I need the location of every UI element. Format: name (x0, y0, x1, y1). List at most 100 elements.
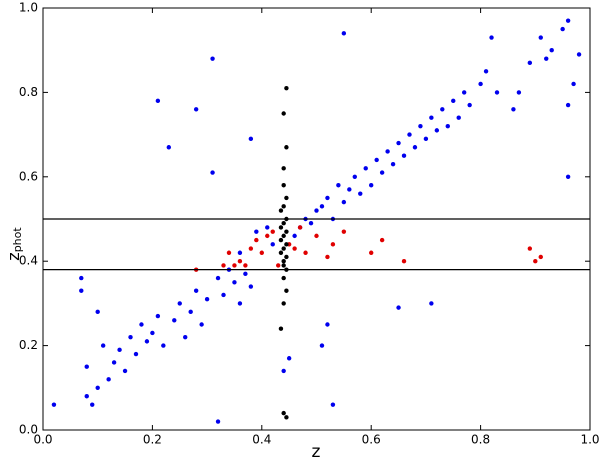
point (150, 330, 155, 336)
point (281, 233, 286, 239)
point (122, 368, 128, 374)
point (281, 246, 286, 251)
point (489, 35, 494, 40)
point (284, 85, 289, 91)
point (237, 301, 243, 306)
point (341, 31, 347, 36)
point (511, 107, 516, 112)
point (259, 250, 264, 255)
point (281, 111, 286, 116)
point (278, 237, 284, 243)
point (565, 102, 571, 108)
point (352, 174, 357, 179)
point (95, 385, 100, 390)
point (286, 356, 292, 361)
point (281, 301, 286, 306)
point (254, 229, 259, 234)
point (172, 318, 177, 323)
point (374, 157, 379, 163)
point (248, 246, 254, 251)
point (423, 136, 429, 142)
point (84, 364, 89, 369)
point (319, 204, 325, 209)
point (325, 254, 330, 260)
point (347, 187, 352, 192)
point (461, 90, 467, 95)
point (401, 153, 407, 158)
point (330, 242, 336, 247)
point (183, 334, 188, 340)
point (308, 221, 314, 226)
x-axis-label: z (312, 442, 321, 462)
point (483, 69, 489, 74)
point (314, 233, 319, 239)
point (379, 237, 385, 243)
point (284, 145, 289, 150)
point (363, 166, 368, 171)
y-axis-label-sub: phot (11, 227, 24, 253)
point (284, 229, 289, 234)
x-tick-label: 0.4 (252, 433, 271, 447)
y-tick-label: 0.2 (19, 338, 38, 352)
point (265, 233, 270, 239)
point (117, 347, 122, 353)
point (278, 208, 284, 213)
point (336, 183, 341, 188)
point (204, 296, 210, 302)
point (281, 204, 286, 209)
point (538, 35, 543, 40)
point (527, 246, 533, 251)
point (193, 288, 199, 293)
point (237, 250, 243, 255)
point (576, 52, 582, 57)
point (292, 246, 297, 251)
point (325, 195, 330, 201)
point (341, 229, 347, 234)
point (166, 145, 172, 150)
y-axis-label-base: z (4, 252, 23, 260)
point (215, 275, 221, 281)
point (193, 107, 199, 112)
point (232, 280, 237, 285)
y-tick-label: 0.4 (19, 254, 38, 268)
point (111, 360, 117, 365)
x-tick-label: 0.0 (33, 433, 52, 447)
point (278, 250, 284, 255)
point (319, 343, 325, 348)
point (281, 263, 286, 268)
point (51, 402, 57, 407)
point (445, 123, 450, 129)
point (284, 288, 289, 293)
point (456, 115, 461, 120)
point (281, 259, 286, 264)
point (284, 195, 289, 201)
point (451, 98, 456, 104)
point (265, 225, 270, 230)
y-tick-label: 1.0 (19, 1, 38, 15)
point (281, 410, 286, 416)
point (544, 56, 549, 61)
point (106, 377, 111, 382)
point (434, 128, 440, 133)
point (281, 368, 286, 374)
point (270, 229, 275, 234)
point (314, 208, 319, 213)
y-tick-label: 0.0 (19, 423, 38, 437)
point (139, 322, 144, 327)
point (284, 415, 289, 420)
x-tick-label: 0.8 (471, 433, 490, 447)
point (177, 301, 182, 306)
point (303, 250, 308, 255)
point (128, 334, 133, 340)
y-tick-label: 0.8 (19, 85, 38, 99)
point (560, 26, 565, 32)
point (144, 339, 150, 344)
point (385, 149, 390, 154)
point (478, 81, 483, 87)
point (226, 250, 232, 255)
point (527, 60, 533, 66)
x-tick-label: 0.6 (362, 433, 381, 447)
point (84, 394, 89, 399)
point (297, 225, 303, 230)
